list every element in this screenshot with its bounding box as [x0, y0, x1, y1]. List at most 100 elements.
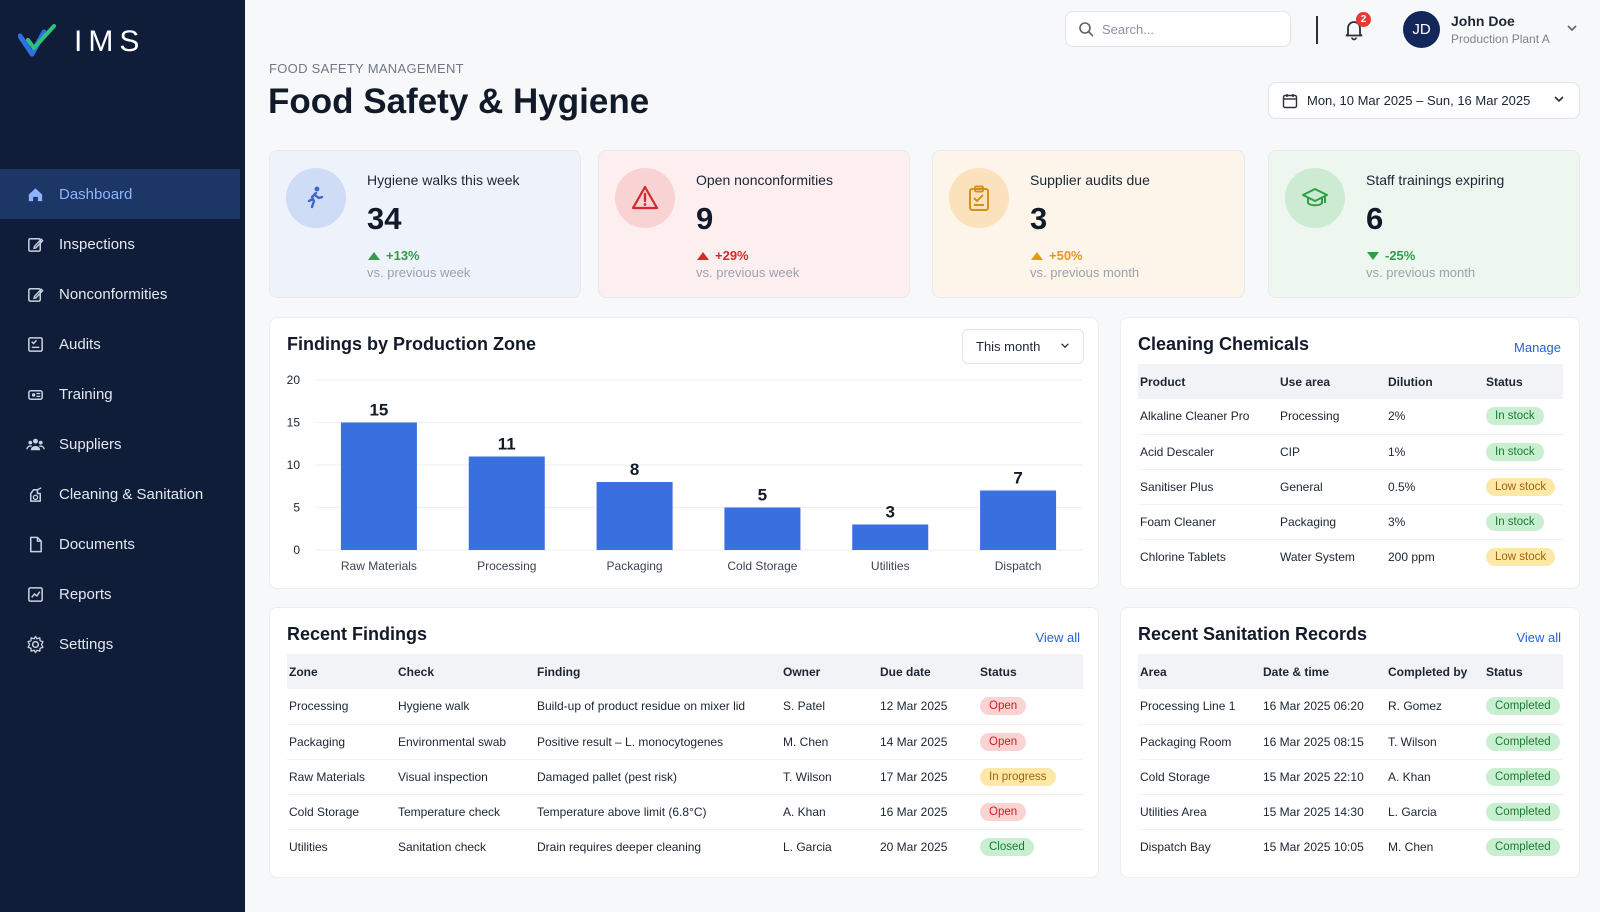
- status-cell: Low stock: [1484, 539, 1563, 574]
- column-header[interactable]: Due date: [878, 654, 978, 689]
- table-row[interactable]: Acid Descaler CIP 1% In stock: [1138, 434, 1563, 470]
- table-row[interactable]: Processing Line 1 16 Mar 2025 06:20 R. Gom…: [1138, 689, 1563, 725]
- recent-findings-title: Recent Findings: [287, 624, 428, 644]
- search-input[interactable]: [1102, 21, 1282, 37]
- table-row[interactable]: Utilities Area 15 Mar 2025 14:30 L. Garcia…: [1138, 794, 1563, 830]
- table-row[interactable]: Processing Hygiene walk Build-up of produc…: [287, 689, 1083, 725]
- sidebar-item-settings[interactable]: Settings: [0, 619, 245, 669]
- sidebar-item-inspections[interactable]: Inspections: [0, 219, 245, 269]
- sanitation-table: Area Date & time Completed by Status Process…: [1138, 654, 1563, 864]
- table-row[interactable]: Raw Materials Visual inspection Damaged pa…: [287, 759, 1083, 795]
- column-header[interactable]: Date & time: [1261, 654, 1386, 689]
- by-cell: M. Chen: [1388, 839, 1434, 854]
- kpi-change: +13%: [367, 248, 420, 263]
- dilution-cell: 3%: [1386, 504, 1484, 540]
- warning-icon: [615, 168, 675, 228]
- status-cell: Completed: [1484, 689, 1563, 725]
- area-cell: Cold Storage: [1138, 759, 1261, 795]
- table-row[interactable]: Utilities Sanitation check Drain requires …: [287, 829, 1083, 864]
- sidebar-nav: Dashboard Inspections Nonconformities Audit…: [0, 169, 245, 669]
- bar[interactable]: [724, 507, 801, 551]
- sidebar-item-nonconformities[interactable]: Nonconformities: [0, 269, 245, 319]
- table-row[interactable]: Cold Storage 15 Mar 2025 22:10 A. Khan Comp…: [1138, 759, 1563, 795]
- status-cell: In stock: [1484, 434, 1563, 470]
- column-header[interactable]: Use area: [1278, 364, 1386, 399]
- bar[interactable]: [980, 490, 1057, 551]
- period-select-value: This month: [976, 339, 1041, 354]
- check-cell: Temperature check: [396, 794, 535, 830]
- status-cell: Completed: [1484, 759, 1563, 795]
- status-badge: Completed: [1486, 697, 1560, 716]
- column-header[interactable]: Status: [978, 654, 1083, 689]
- column-header[interactable]: Check: [396, 654, 535, 689]
- sidebar-item-audits[interactable]: Audits: [0, 319, 245, 369]
- bar-value-label: 5: [758, 486, 767, 505]
- manage-link[interactable]: Manage: [1514, 340, 1561, 355]
- column-header[interactable]: Status: [1484, 364, 1563, 399]
- view-all-sanitation-link[interactable]: View all: [1516, 630, 1561, 645]
- search-box[interactable]: [1065, 11, 1291, 47]
- due-cell: 14 Mar 2025: [878, 724, 978, 760]
- kpi-card[interactable]: Hygiene walks this week 34 +13% vs. prev…: [269, 150, 581, 298]
- findings-bar-chart: 0 5 10 15 20 15 Raw Materials 11 Processing 8 Pack…: [287, 373, 1082, 573]
- area-cell: General: [1278, 469, 1386, 505]
- table-row[interactable]: Sanitiser Plus General 0.5% Low stock: [1138, 469, 1563, 505]
- column-header[interactable]: Zone: [287, 654, 396, 689]
- view-all-findings-link[interactable]: View all: [1035, 630, 1080, 645]
- sidebar-item-dashboard[interactable]: Dashboard: [0, 169, 240, 219]
- chevron-down-icon[interactable]: [1566, 24, 1578, 32]
- sidebar: IMS Dashboard Inspections Nonconformities A…: [0, 0, 245, 912]
- bar[interactable]: [852, 524, 929, 551]
- sidebar-item-suppliers[interactable]: Suppliers: [0, 419, 245, 469]
- column-header[interactable]: Dilution: [1386, 364, 1484, 399]
- product-cell: Sanitiser Plus: [1138, 469, 1278, 505]
- table-row[interactable]: Dispatch Bay 15 Mar 2025 10:05 M. Chen Comp…: [1138, 829, 1563, 864]
- sidebar-item-label: Dashboard: [59, 185, 133, 203]
- finding-cell: Positive result – L. monocytogenes: [535, 724, 781, 760]
- period-select[interactable]: This month: [962, 329, 1084, 364]
- sidebar-item-label: Inspections: [59, 235, 135, 253]
- status-cell: In stock: [1484, 399, 1563, 435]
- column-header[interactable]: Area: [1138, 654, 1261, 689]
- status-badge: Open: [980, 802, 1027, 821]
- sidebar-item-reports[interactable]: Reports: [0, 569, 245, 619]
- table-row[interactable]: Chlorine Tablets Water System 200 ppm Low s…: [1138, 539, 1563, 574]
- edit-icon: [25, 284, 45, 304]
- column-header[interactable]: Completed by: [1386, 654, 1484, 689]
- status-cell: Completed: [1484, 829, 1563, 864]
- owner-cell: A. Khan: [781, 794, 878, 830]
- sidebar-item-label: Training: [59, 385, 113, 403]
- sidebar-item-training[interactable]: Training: [0, 369, 245, 419]
- sidebar-item-documents[interactable]: Documents: [0, 519, 245, 569]
- column-header[interactable]: Status: [1484, 654, 1563, 689]
- column-header[interactable]: Product: [1138, 364, 1278, 399]
- bar[interactable]: [468, 456, 545, 551]
- datetime-cell: 15 Mar 2025 22:10: [1261, 759, 1386, 795]
- kpi-card[interactable]: Staff trainings expiring 6 -25% vs. prev…: [1268, 150, 1580, 298]
- status-badge: Completed: [1486, 732, 1560, 751]
- table-row[interactable]: Cold Storage Temperature check Temperature…: [287, 794, 1083, 830]
- user-name[interactable]: John Doe: [1451, 13, 1515, 29]
- area-cell: Utilities Area: [1138, 794, 1261, 830]
- bar[interactable]: [596, 482, 673, 550]
- date-range-text: Mon, 10 Mar 2025 – Sun, 16 Mar 2025: [1307, 93, 1531, 108]
- table-row[interactable]: Alkaline Cleaner Pro Processing 2% In stock: [1138, 399, 1563, 435]
- table-row[interactable]: Packaging Room 16 Mar 2025 08:15 T. Wilson…: [1138, 724, 1563, 760]
- sidebar-item-cleaning-sanitation[interactable]: Cleaning & Sanitation: [0, 469, 245, 519]
- table-row[interactable]: Foam Cleaner Packaging 3% In stock: [1138, 504, 1563, 540]
- column-header[interactable]: Finding: [535, 654, 781, 689]
- kpi-card[interactable]: Supplier audits due 3 +50% vs. previous …: [932, 150, 1245, 298]
- table-row[interactable]: Packaging Environmental swab Positive resu…: [287, 724, 1083, 760]
- by-cell: T. Wilson: [1386, 724, 1484, 760]
- avatar[interactable]: JD: [1403, 11, 1440, 48]
- sidebar-item-label: Reports: [59, 585, 112, 603]
- dilution-cell: 1%: [1386, 434, 1484, 470]
- column-header[interactable]: Owner: [781, 654, 878, 689]
- datetime-cell: 16 Mar 2025 08:15: [1261, 724, 1386, 760]
- logo[interactable]: IMS: [18, 22, 145, 62]
- kpi-change-value: +13%: [386, 248, 420, 263]
- kpi-card[interactable]: Open nonconformities 9 +29% vs. previous…: [598, 150, 910, 298]
- chemicals-table: Product Use area Dilution Status Alkaline Cl…: [1138, 364, 1563, 574]
- bar[interactable]: [340, 422, 417, 551]
- date-range-picker[interactable]: Mon, 10 Mar 2025 – Sun, 16 Mar 2025: [1268, 82, 1580, 119]
